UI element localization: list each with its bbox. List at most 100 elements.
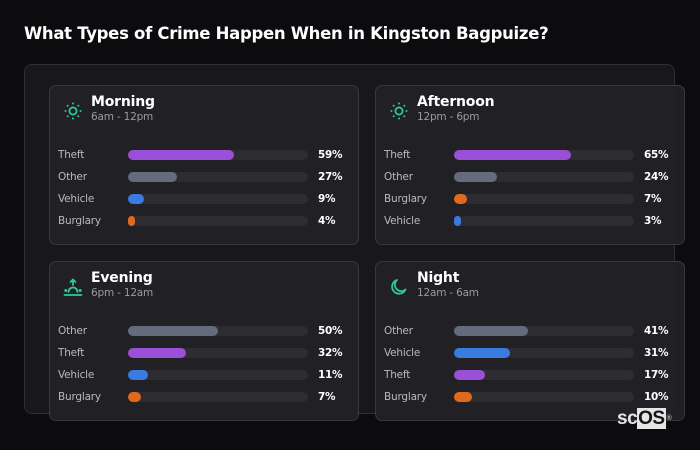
bar-label: Burglary <box>58 391 101 403</box>
bar-value: 65% <box>644 149 669 161</box>
bar-fill <box>128 150 235 160</box>
bar-label: Other <box>58 325 87 337</box>
card-time-range: 12am - 6am <box>417 287 479 299</box>
bar-label: Other <box>384 171 413 183</box>
bar-label: Theft <box>384 369 411 381</box>
bar-label: Vehicle <box>384 215 421 227</box>
card-time-range: 6pm - 12am <box>91 287 154 299</box>
bar-track <box>128 172 308 182</box>
bar-value: 9% <box>318 193 336 205</box>
bar-label: Theft <box>58 149 85 161</box>
bar-label: Vehicle <box>58 369 95 381</box>
watermark-highlight: OS <box>637 408 666 429</box>
bar-value: 59% <box>318 149 343 161</box>
bar-track <box>454 150 634 160</box>
bar-label: Burglary <box>384 391 427 403</box>
bar-fill <box>454 348 510 358</box>
page-title: What Types of Crime Happen When in Kings… <box>24 24 549 43</box>
bar-value: 31% <box>644 347 669 359</box>
moon-icon <box>388 276 410 298</box>
bar-value: 27% <box>318 171 343 183</box>
bar-track <box>454 326 634 336</box>
bar-track <box>128 216 308 226</box>
bar-label: Other <box>58 171 87 183</box>
bar-track <box>454 392 634 402</box>
card-title: Night <box>417 270 460 286</box>
bar-value: 7% <box>644 193 662 205</box>
bar-row: Burglary 7% <box>58 388 358 410</box>
bar-row: Other 41% <box>384 322 684 344</box>
bar-fill <box>128 216 136 226</box>
bar-track <box>454 194 634 204</box>
bar-label: Vehicle <box>58 193 95 205</box>
bar-value: 41% <box>644 325 669 337</box>
bar-fill <box>454 370 485 380</box>
bar-value: 3% <box>644 215 662 227</box>
bar-fill <box>454 326 528 336</box>
sunset-icon <box>62 276 84 298</box>
bar-track <box>454 348 634 358</box>
card-title: Afternoon <box>417 94 495 110</box>
bar-label: Theft <box>384 149 411 161</box>
bar-label: Other <box>384 325 413 337</box>
bar-fill <box>454 172 498 182</box>
bar-track <box>128 150 308 160</box>
bar-value: 11% <box>318 369 343 381</box>
bar-fill <box>454 150 571 160</box>
bar-row: Theft 32% <box>58 344 358 366</box>
bar-fill <box>128 348 186 358</box>
card-evening: Evening 6pm - 12am Other 50% Theft 32% Vehic… <box>49 261 359 421</box>
card-afternoon: Afternoon 12pm - 6pm Theft 65% Other 24% Bur… <box>375 85 685 245</box>
card-title: Morning <box>91 94 155 110</box>
bar-fill <box>128 392 141 402</box>
bar-value: 50% <box>318 325 343 337</box>
registered-mark: ® <box>666 415 672 422</box>
watermark-prefix: sc <box>617 408 638 429</box>
watermark-logo: scOS ® <box>617 408 672 429</box>
bar-row: Vehicle 11% <box>58 366 358 388</box>
bar-row: Theft 59% <box>58 146 358 168</box>
bar-row: Burglary 10% <box>384 388 684 410</box>
bar-label: Theft <box>58 347 85 359</box>
card-morning: Morning 6am - 12pm Theft 59% Other 27% Vehic… <box>49 85 359 245</box>
bar-row: Other 50% <box>58 322 358 344</box>
bar-fill <box>128 326 218 336</box>
bar-label: Burglary <box>384 193 427 205</box>
bar-label: Vehicle <box>384 347 421 359</box>
bar-track <box>454 172 634 182</box>
bar-track <box>128 392 308 402</box>
card-title: Evening <box>91 270 153 286</box>
bar-row: Vehicle 3% <box>384 212 684 234</box>
bar-value: 4% <box>318 215 336 227</box>
bar-value: 32% <box>318 347 343 359</box>
bar-row: Theft 65% <box>384 146 684 168</box>
bar-row: Burglary 4% <box>58 212 358 234</box>
bar-track <box>128 348 308 358</box>
bar-row: Vehicle 31% <box>384 344 684 366</box>
card-night: Night 12am - 6am Other 41% Vehicle 31% Theft… <box>375 261 685 421</box>
bar-label: Burglary <box>58 215 101 227</box>
bar-fill <box>128 370 148 380</box>
bar-fill <box>454 194 467 204</box>
bar-fill <box>454 216 461 226</box>
bar-row: Vehicle 9% <box>58 190 358 212</box>
bar-track <box>128 326 308 336</box>
bar-track <box>128 194 308 204</box>
bar-value: 24% <box>644 171 669 183</box>
bar-row: Other 24% <box>384 168 684 190</box>
bar-fill <box>454 392 472 402</box>
bar-fill <box>128 172 177 182</box>
bar-track <box>454 216 634 226</box>
sun-icon <box>388 100 410 122</box>
bar-row: Burglary 7% <box>384 190 684 212</box>
bar-track <box>454 370 634 380</box>
card-time-range: 12pm - 6pm <box>417 111 480 123</box>
bar-row: Other 27% <box>58 168 358 190</box>
bar-row: Theft 17% <box>384 366 684 388</box>
bar-fill <box>128 194 145 204</box>
bar-value: 7% <box>318 391 336 403</box>
sun-icon <box>62 100 84 122</box>
bar-value: 10% <box>644 391 669 403</box>
bar-value: 17% <box>644 369 669 381</box>
bar-track <box>128 370 308 380</box>
